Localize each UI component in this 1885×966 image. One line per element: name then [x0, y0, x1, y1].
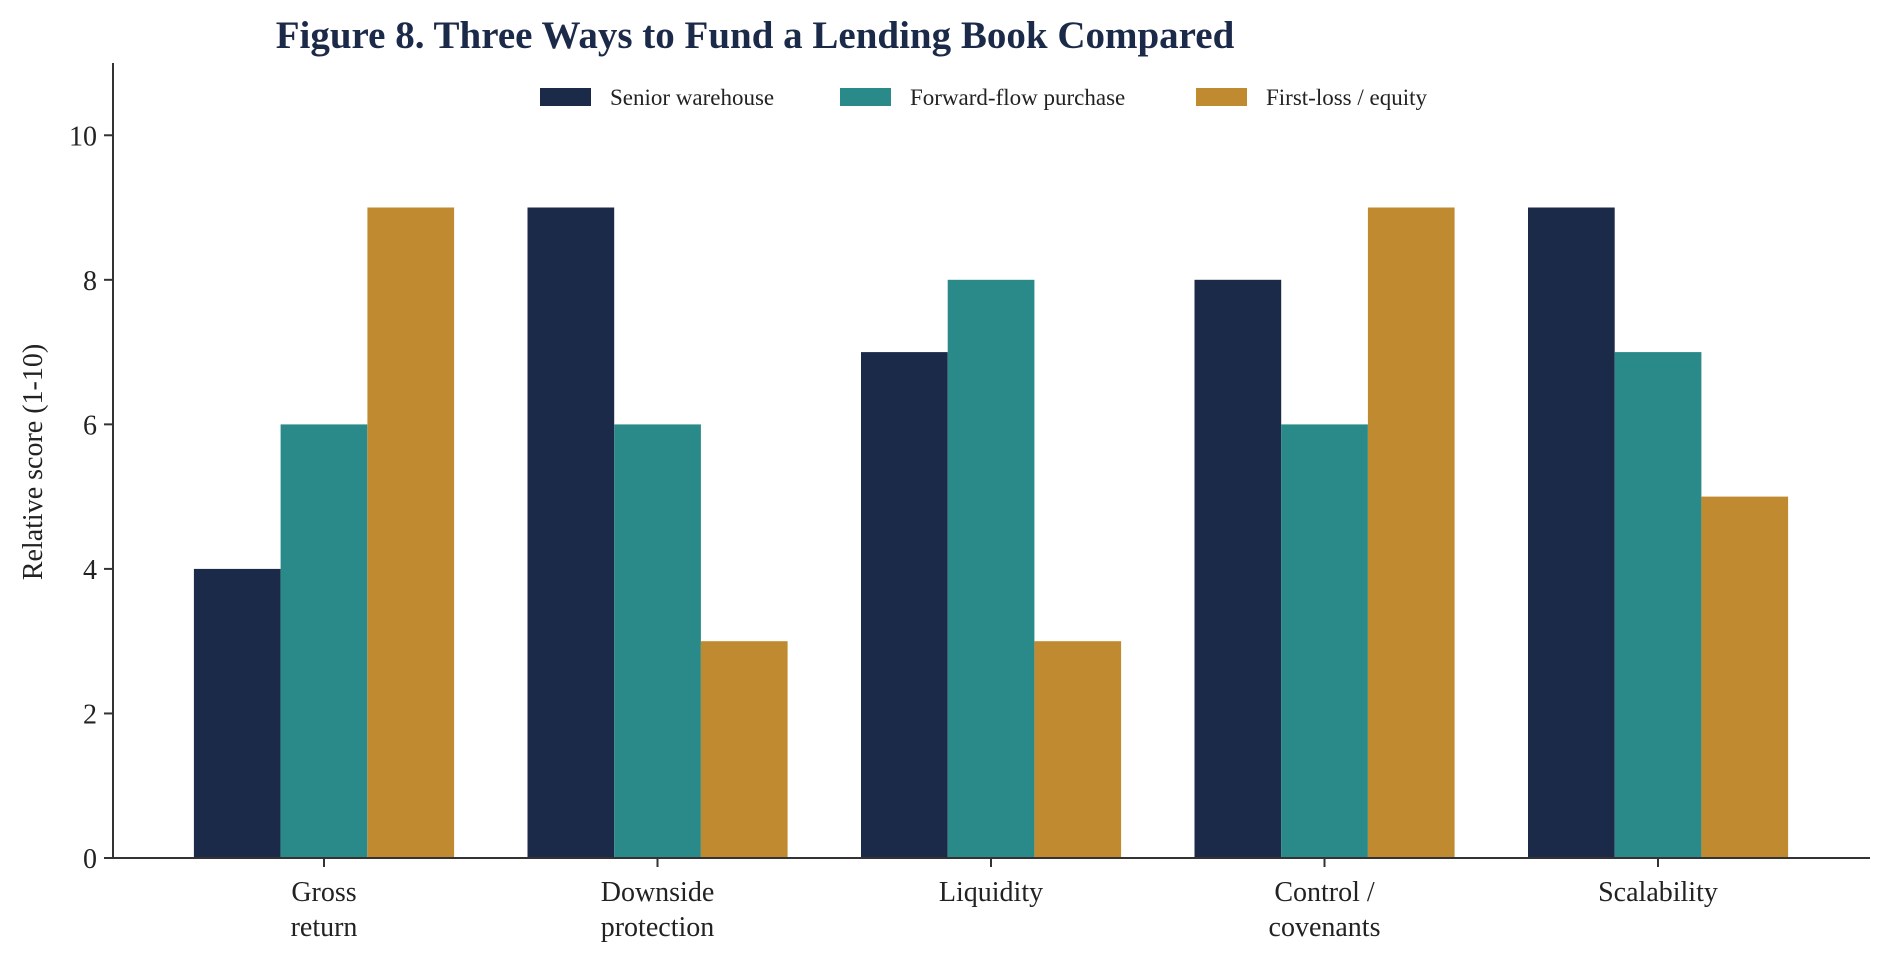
bar-first-loss-equity-1 — [700, 641, 788, 858]
bar-senior-warehouse-1 — [527, 207, 615, 858]
bar-forward-flow-purchase-4 — [1614, 352, 1702, 858]
bar-first-loss-equity-0 — [367, 207, 455, 858]
chart-title: Figure 8. Three Ways to Fund a Lending B… — [276, 14, 1235, 57]
legend-label: Forward-flow purchase — [910, 85, 1125, 110]
x-tick-label: Liquidity — [939, 877, 1043, 908]
legend-swatch — [840, 88, 891, 106]
bar-senior-warehouse-4 — [1528, 207, 1615, 858]
bar-first-loss-equity-3 — [1367, 207, 1455, 858]
legend-label: Senior warehouse — [610, 85, 774, 110]
bar-senior-warehouse-0 — [193, 568, 281, 858]
y-tick-label: 2 — [83, 699, 97, 730]
bar-forward-flow-purchase-1 — [614, 424, 701, 858]
y-tick-label: 6 — [83, 410, 97, 441]
bar-senior-warehouse-3 — [1194, 279, 1282, 858]
bar-first-loss-equity-2 — [1034, 641, 1122, 858]
x-tick-label: Scalability — [1598, 877, 1718, 908]
y-tick-label: 8 — [83, 266, 97, 297]
y-tick-label: 10 — [69, 121, 97, 152]
bar-senior-warehouse-2 — [861, 352, 948, 858]
legend: Senior warehouse Forward-flow purchase Fir… — [540, 85, 1428, 110]
bar-forward-flow-purchase-3 — [1281, 424, 1368, 858]
x-tick-label: Downside protection — [601, 877, 715, 943]
bar-first-loss-equity-4 — [1701, 496, 1789, 858]
x-tick-label: Gross return — [291, 877, 358, 943]
plot-area — [193, 207, 1789, 858]
bar-forward-flow-purchase-2 — [947, 279, 1035, 858]
x-tick-label: Control / covenants — [1269, 877, 1381, 943]
axes: 0 2 4 6 8 10 Gross return Downside protection Liqu… — [69, 63, 1870, 943]
legend-swatch — [540, 88, 591, 106]
y-tick-label: 0 — [83, 844, 97, 875]
legend-label: First-loss / equity — [1266, 85, 1428, 110]
bar-forward-flow-purchase-0 — [280, 424, 368, 858]
y-tick-label: 4 — [83, 555, 97, 586]
y-axis-label: Relative score (1-10) — [18, 344, 49, 580]
legend-swatch — [1196, 88, 1247, 106]
